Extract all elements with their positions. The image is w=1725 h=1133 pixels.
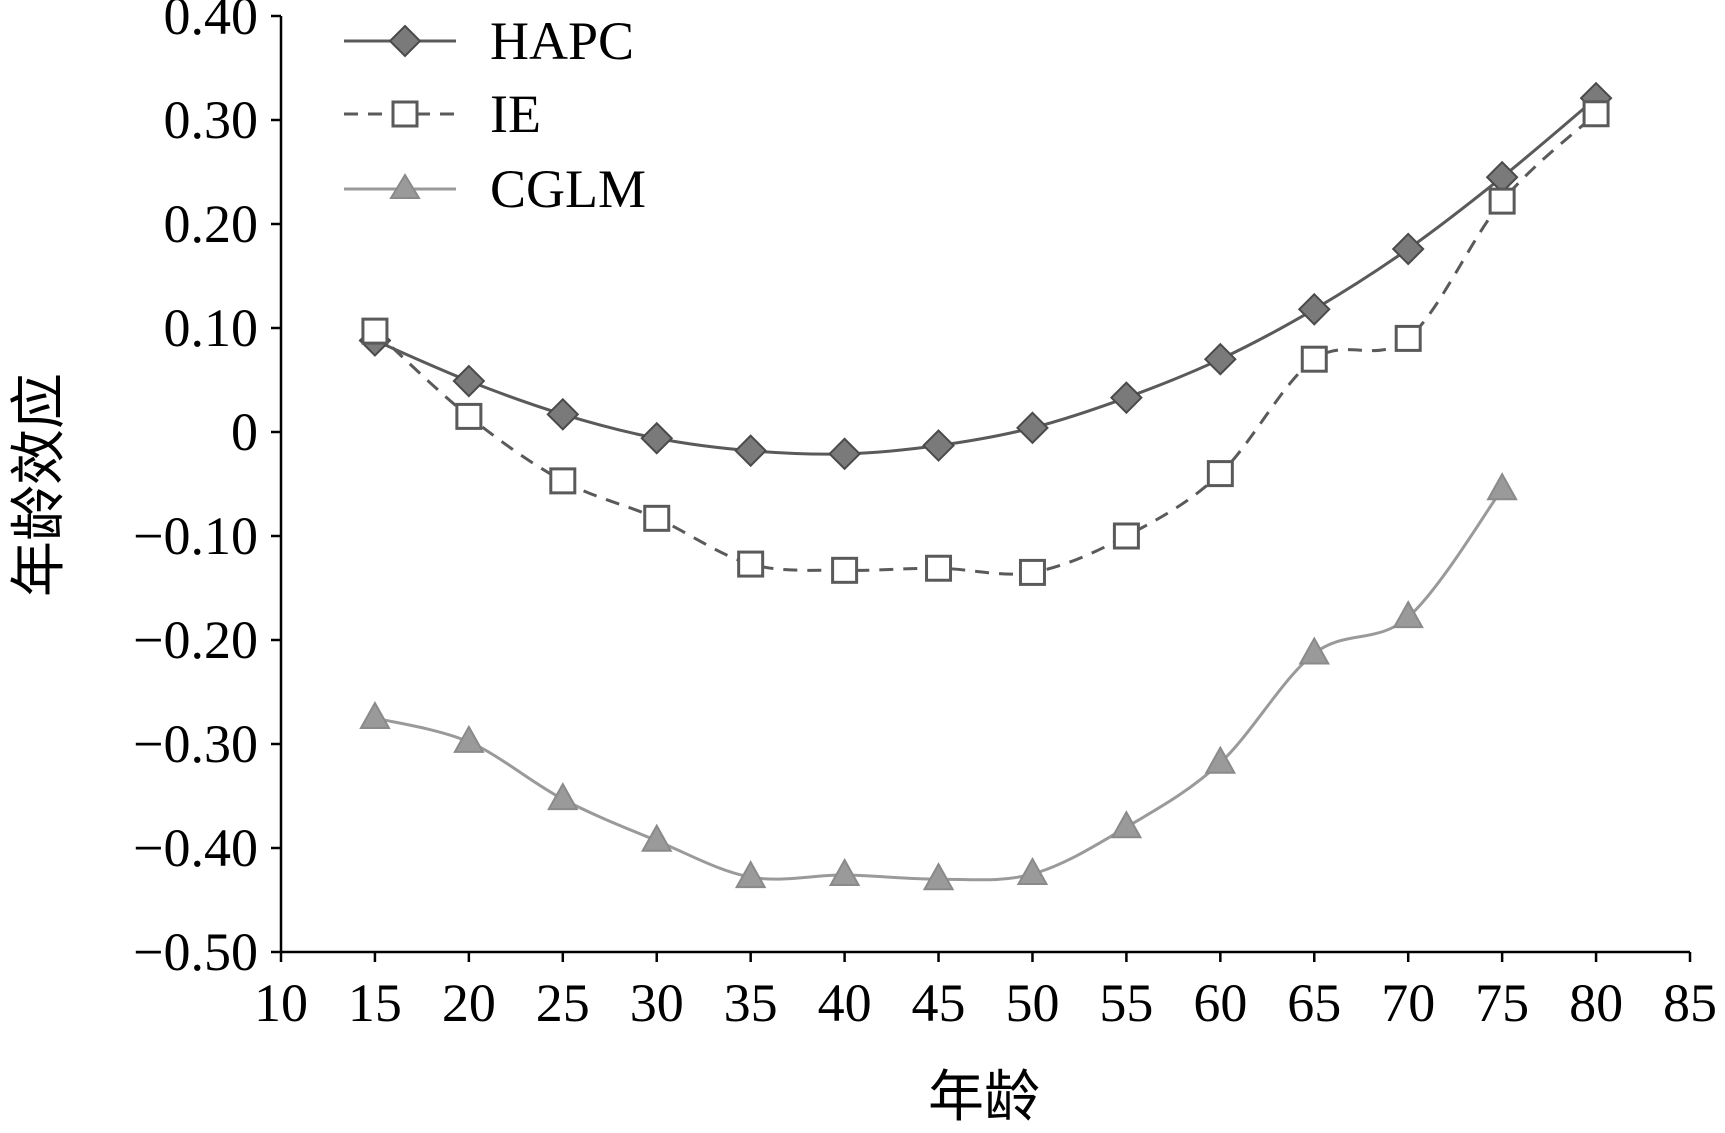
cglm-point (734, 860, 767, 889)
x-tick-label: 80 (1569, 973, 1623, 1033)
legend-item-hapc: HAPC (344, 11, 634, 71)
hapc-point (546, 397, 580, 431)
y-axis-title: 年龄效应 (9, 373, 71, 597)
cglm-point (453, 724, 485, 753)
ie-point (1018, 558, 1046, 586)
x-tick-label: 55 (1099, 973, 1153, 1033)
x-tick-label: 35 (724, 973, 778, 1033)
legend: HAPC IE CGLM (344, 11, 646, 219)
hapc-point (734, 434, 768, 468)
x-tick-label: 20 (442, 973, 496, 1033)
hapc-point (922, 429, 955, 462)
y-tick-label: 0.20 (164, 194, 259, 254)
x-tick-label: 70 (1381, 973, 1435, 1033)
hapc-point (1297, 292, 1331, 326)
hapc-point (452, 364, 486, 398)
hapc-line (374, 97, 1598, 456)
ie-point (1206, 460, 1234, 488)
x-tick-label: 75 (1475, 973, 1529, 1033)
cglm-point (547, 782, 579, 811)
series-layer (358, 81, 1613, 891)
y-tick-label: 0.30 (164, 90, 259, 150)
cglm-point (1110, 810, 1143, 839)
y-tick-label: −0.10 (133, 506, 258, 566)
ie-point (549, 467, 577, 495)
cglm-point (1204, 745, 1237, 774)
hapc-point (1391, 232, 1425, 266)
legend-marker-ie (391, 100, 419, 128)
ie-point (455, 402, 483, 430)
legend-marker-hapc (388, 24, 422, 58)
y-tick-label: −0.20 (133, 610, 258, 670)
x-tick-label: 45 (912, 973, 966, 1033)
ie-point (831, 556, 859, 584)
cglm-point (359, 700, 391, 729)
x-tick-label: 40 (818, 973, 872, 1033)
ie-point (1488, 187, 1516, 215)
axes (279, 16, 1690, 954)
y-tick-label: 0.10 (164, 298, 259, 358)
y-tick-label: −0.40 (133, 818, 258, 878)
cglm-point (922, 862, 955, 891)
cglm-point (1392, 600, 1424, 629)
series-ie (361, 100, 1610, 586)
x-tick-label: 15 (348, 973, 402, 1033)
y-tick-label: −0.30 (133, 714, 258, 774)
ie-point (737, 550, 765, 578)
cglm-point (1298, 636, 1330, 665)
legend-item-ie: IE (344, 84, 541, 144)
legend-label-ie: IE (490, 84, 541, 144)
hapc-point (1109, 381, 1143, 415)
hapc-point (640, 421, 674, 455)
cglm-point (1016, 856, 1049, 885)
ie-point (1582, 100, 1610, 128)
ie-point (1300, 345, 1328, 373)
cglm-point (641, 823, 673, 852)
x-tick-label: 25 (536, 973, 590, 1033)
x-tick-label: 85 (1663, 973, 1717, 1033)
legend-label-cglm: CGLM (490, 159, 646, 219)
legend-marker-cglm (389, 173, 421, 199)
y-tick-label: 0 (231, 402, 258, 462)
ie-point (643, 504, 671, 532)
ie-point (1394, 324, 1422, 352)
series-cglm (359, 472, 1518, 891)
hapc-point (828, 437, 862, 471)
legend-label-hapc: HAPC (490, 11, 634, 71)
y-tick-label: 0.40 (164, 0, 259, 46)
y-tick-label: −0.50 (133, 922, 258, 982)
cglm-point (1486, 472, 1518, 501)
ie-point (925, 554, 953, 582)
x-tick-label: 30 (630, 973, 684, 1033)
cglm-point (828, 857, 861, 887)
hapc-point (1016, 411, 1049, 445)
ie-point (361, 317, 389, 345)
ie-point (1112, 522, 1140, 550)
x-axis-title: 年龄 (928, 1067, 1040, 1129)
hapc-point (1203, 342, 1237, 376)
x-tick-label: 50 (1005, 973, 1059, 1033)
x-tick-label: 60 (1193, 973, 1247, 1033)
x-tick-label: 10 (254, 973, 308, 1033)
cglm-line (374, 488, 1504, 882)
series-hapc (358, 81, 1613, 471)
legend-item-cglm: CGLM (344, 159, 646, 219)
x-tick-label: 65 (1287, 973, 1341, 1033)
y-axis-ticks: 0.40 0.30 0.20 0.10 0 −0.10 −0.20 −0.30 −0.40 −0.… (133, 0, 281, 982)
x-axis-ticks: 10 15 20 25 30 35 40 45 50 55 60 65 70 75 80 85 (254, 952, 1717, 1033)
